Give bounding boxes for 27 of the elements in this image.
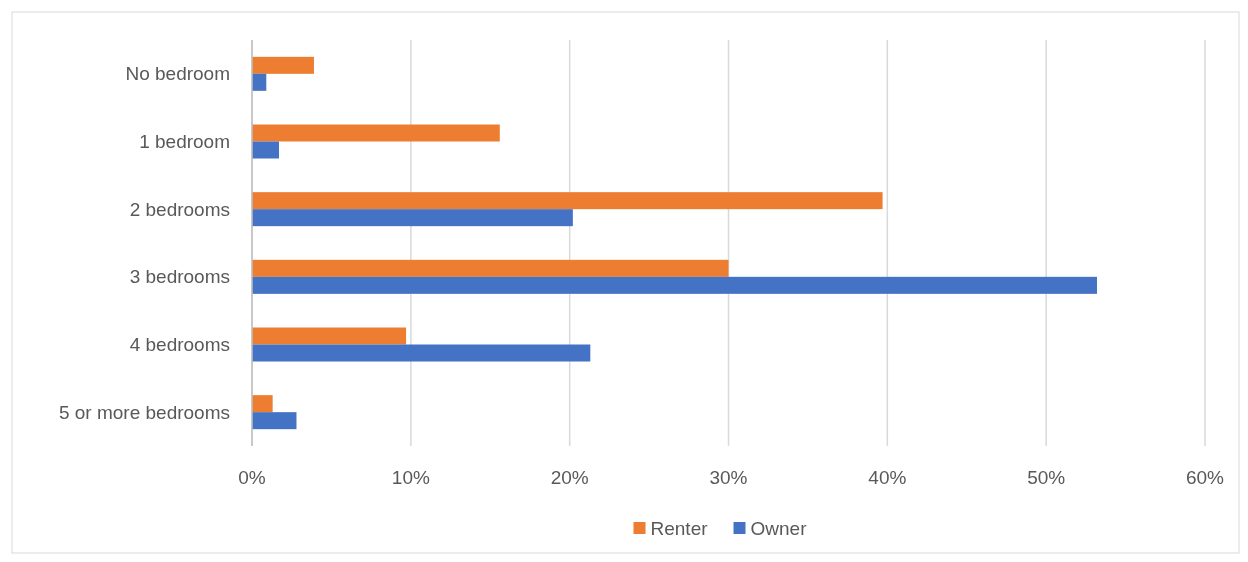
- bar: [252, 259, 729, 277]
- bar: [252, 141, 279, 159]
- y-tick-label: 2 bedrooms: [129, 198, 230, 220]
- y-tick-label: 1 bedroom: [139, 131, 230, 152]
- bar: [252, 344, 591, 362]
- bar: [252, 124, 500, 142]
- bar: [252, 395, 273, 413]
- y-tick-label: 4 bedrooms: [129, 334, 230, 355]
- y-tick-label: 3 bedrooms: [129, 266, 230, 288]
- bar: [252, 327, 407, 345]
- y-tick-label: No bedroom: [125, 63, 230, 85]
- bar: [252, 73, 267, 91]
- bar: [252, 192, 883, 210]
- x-tick-label: 50%: [1027, 467, 1066, 488]
- x-tick-label: 30%: [709, 467, 748, 488]
- bar: [252, 209, 573, 227]
- x-tick-label: 40%: [868, 467, 907, 488]
- x-tick-label: 0%: [238, 467, 266, 488]
- bar: [252, 412, 297, 430]
- x-tick-label: 20%: [550, 467, 589, 488]
- bar: [252, 276, 1097, 294]
- bar: [252, 56, 314, 74]
- x-tick-label: 10%: [391, 467, 430, 488]
- x-tick-label: 60%: [1185, 467, 1225, 488]
- legend-label: Renter: [650, 517, 709, 539]
- y-tick-label: 5 or more bedrooms: [58, 401, 230, 423]
- legend-label: Owner: [750, 517, 808, 539]
